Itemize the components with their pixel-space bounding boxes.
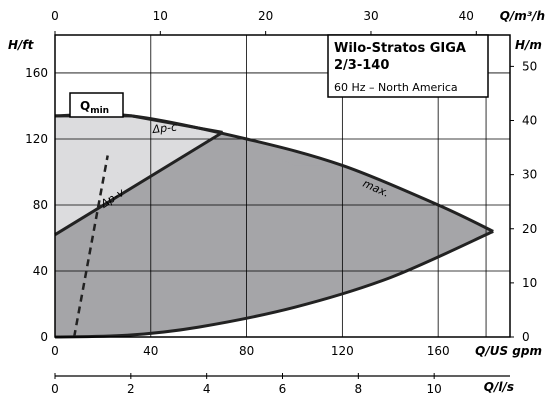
chart-title: Wilo-Stratos GIGA bbox=[334, 41, 466, 56]
hm-tick-label: 10 bbox=[522, 276, 537, 290]
m3h-tick-label: 40 bbox=[459, 9, 474, 23]
qmin-label: Qmin bbox=[80, 99, 109, 116]
chart-title-model: 2/3-140 bbox=[334, 58, 389, 73]
dp-v-curve bbox=[54, 131, 224, 236]
axes bbox=[54, 31, 514, 379]
ls-tick-label: 4 bbox=[203, 382, 211, 396]
hm-tick-label: 50 bbox=[522, 59, 537, 73]
ft-tick-label: 80 bbox=[33, 198, 48, 212]
gpm-tick-label: 80 bbox=[239, 344, 254, 358]
ls-tick-label: 0 bbox=[51, 382, 59, 396]
label-dp-c: Δp-c bbox=[151, 120, 178, 136]
chart-subtitle: 60 Hz – North America bbox=[334, 81, 458, 94]
operating-range-area bbox=[55, 132, 494, 337]
gpm-tick-label: 120 bbox=[331, 344, 354, 358]
axis-label-ft: H/ft bbox=[8, 38, 35, 52]
title-box-frame bbox=[327, 34, 489, 98]
m3h-tick-label: 30 bbox=[363, 9, 378, 23]
hm-tick-label: 20 bbox=[522, 222, 537, 236]
hm-tick-label: 0 bbox=[522, 330, 530, 344]
qmin-label-main: Q bbox=[80, 99, 90, 113]
axis-label-hm: H/m bbox=[515, 38, 542, 52]
ft-tick-label: 160 bbox=[25, 66, 48, 80]
m3h-tick-label: 0 bbox=[51, 9, 59, 23]
hm-tick-label: 40 bbox=[522, 114, 537, 128]
m3h-tick-label: 20 bbox=[258, 9, 273, 23]
hm-tick-label: 30 bbox=[522, 168, 537, 182]
qmin-line bbox=[72, 155, 109, 338]
gpm-tick-label: 40 bbox=[143, 344, 158, 358]
curve-lines bbox=[54, 112, 494, 339]
ft-tick-label: 120 bbox=[25, 132, 48, 146]
qmin-box bbox=[69, 92, 124, 118]
qmin-callout: Qmin bbox=[69, 92, 124, 118]
qmin-label-sub: min bbox=[90, 106, 109, 116]
m3h-tick-label: 10 bbox=[153, 9, 168, 23]
ft-tick-label: 0 bbox=[40, 330, 48, 344]
axis-label-gpm: Q/US gpm bbox=[475, 344, 542, 358]
ls-tick-label: 6 bbox=[279, 382, 287, 396]
min-curve bbox=[54, 230, 494, 339]
operating-area bbox=[55, 115, 494, 337]
ls-tick-label: 10 bbox=[427, 382, 442, 396]
ls-tick-label: 8 bbox=[355, 382, 363, 396]
axis-label-m3h: Q/m³/h bbox=[500, 9, 545, 23]
ls-tick-label: 2 bbox=[127, 382, 135, 396]
plot-frame bbox=[54, 34, 511, 338]
axis-label-ls: Q/l/s bbox=[484, 380, 514, 394]
ft-tick-label: 40 bbox=[33, 264, 48, 278]
title-box: Wilo-Stratos GIGA 2/3-140 60 Hz – North … bbox=[327, 34, 489, 98]
gpm-tick-label: 160 bbox=[427, 344, 450, 358]
gpm-tick-label: 0 bbox=[51, 344, 59, 358]
